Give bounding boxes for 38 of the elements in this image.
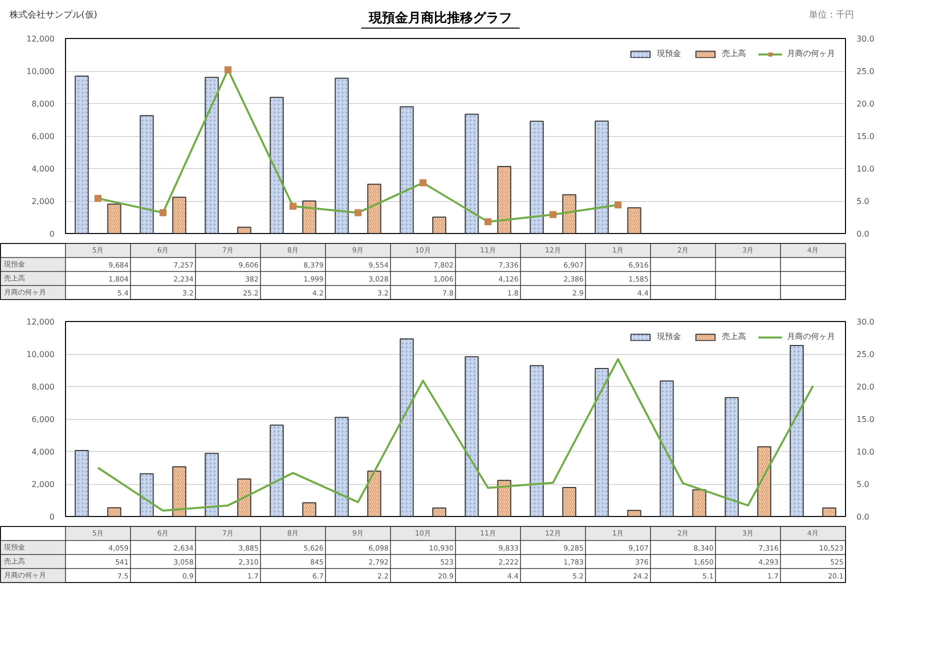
y-tick-label: 10,000: [26, 67, 55, 76]
y2-tick-label: 15.0: [856, 132, 874, 141]
legend-label: 売上高: [722, 48, 746, 59]
text: 単位：千円: [809, 10, 854, 20]
y2-tick-label: 0.0: [856, 512, 870, 522]
y-tick-label: 8,000: [32, 382, 55, 392]
y2-tick-label: 0.0: [856, 230, 870, 238]
y-tick-label: 10,000: [26, 350, 55, 359]
y2-tick-label: 20.0: [856, 382, 874, 392]
y2-tick-label: 25.0: [856, 350, 874, 359]
text: 株式会社サンプル(仮): [8, 10, 98, 20]
y-tick-label: 2,000: [32, 480, 55, 489]
legend-label: 月商の何ヶ月: [787, 331, 835, 342]
y2-tick-label: 25.0: [856, 67, 874, 76]
y2-tick-label: 5.0: [856, 480, 870, 489]
legend-label: 現預金: [657, 331, 681, 342]
y-tick-label: 12,000: [26, 34, 55, 44]
y2-tick-label: 10.0: [856, 448, 874, 456]
legend-label: 売上高: [722, 331, 746, 342]
y-tick-label: 12,000: [26, 318, 55, 326]
y2-tick-label: 30.0: [856, 318, 874, 326]
legend-label: 月商の何ヶ月: [787, 48, 835, 59]
y-tick-label: 0: [49, 512, 55, 522]
y2-tick-label: 10.0: [856, 164, 874, 174]
line-series: [97, 358, 814, 512]
y2-tick-label: 15.0: [856, 415, 874, 424]
y-tick-label: 0: [49, 230, 55, 238]
chart-title: 現預金月商比推移グラフ: [368, 10, 512, 26]
y2-tick-label: 30.0: [856, 34, 874, 44]
y-tick-label: 2,000: [32, 197, 55, 206]
y2-tick-label: 20.0: [856, 100, 874, 108]
y-tick-label: 8,000: [32, 100, 55, 108]
legend-label: 現預金: [657, 48, 681, 59]
y2-tick-label: 5.0: [856, 197, 870, 206]
y-tick-label: 6,000: [32, 132, 55, 141]
y-tick-label: 6,000: [32, 415, 55, 424]
y-tick-label: 4,000: [32, 448, 55, 456]
y-tick-label: 4,000: [32, 164, 55, 174]
